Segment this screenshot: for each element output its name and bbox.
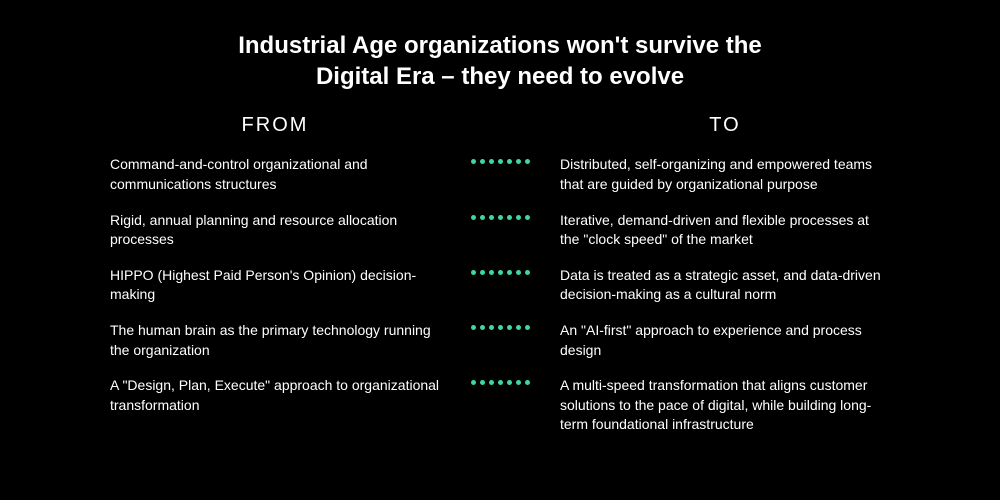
header-spacer [440,114,560,137]
divider-cell [440,376,560,385]
dot-icon [489,215,494,220]
dot-icon [480,215,485,220]
comparison-row: Command-and-control organizational and c… [110,155,890,194]
to-cell: An "AI-first" approach to experience and… [560,321,890,360]
dot-icon [507,270,512,275]
to-cell: Data is treated as a strategic asset, an… [560,266,890,305]
divider-cell [440,266,560,275]
divider-cell [440,155,560,164]
dot-icon [525,270,530,275]
dot-icon [525,325,530,330]
dot-icon [507,159,512,164]
dots-icon [471,215,530,220]
dot-icon [507,215,512,220]
dot-icon [525,215,530,220]
dot-icon [516,159,521,164]
from-cell: The human brain as the primary technolog… [110,321,440,360]
dot-icon [498,215,503,220]
from-cell: A "Design, Plan, Execute" approach to or… [110,376,440,415]
dot-icon [489,325,494,330]
comparison-rows: Command-and-control organizational and c… [110,155,890,451]
comparison-row: Rigid, annual planning and resource allo… [110,211,890,250]
to-cell: Distributed, self-organizing and empower… [560,155,890,194]
dot-icon [507,325,512,330]
comparison-row: The human brain as the primary technolog… [110,321,890,360]
from-cell: HIPPO (Highest Paid Person's Opinion) de… [110,266,440,305]
dot-icon [471,159,476,164]
comparison-row: HIPPO (Highest Paid Person's Opinion) de… [110,266,890,305]
dot-icon [471,215,476,220]
dots-icon [471,270,530,275]
dot-icon [516,380,521,385]
dot-icon [489,380,494,385]
dots-icon [471,380,530,385]
dot-icon [480,325,485,330]
slide-container: Industrial Age organizations won't survi… [0,0,1000,500]
dot-icon [471,325,476,330]
dot-icon [480,270,485,275]
dot-icon [498,380,503,385]
dot-icon [480,159,485,164]
to-cell: A multi-speed transformation that aligns… [560,376,890,435]
dots-icon [471,159,530,164]
from-cell: Command-and-control organizational and c… [110,155,440,194]
title-line-1: Industrial Age organizations won't survi… [110,30,890,61]
dot-icon [471,380,476,385]
from-cell: Rigid, annual planning and resource allo… [110,211,440,250]
dot-icon [516,215,521,220]
title-line-2: Digital Era – they need to evolve [110,61,890,92]
dot-icon [471,270,476,275]
dot-icon [498,325,503,330]
to-header: TO [560,114,890,137]
divider-cell [440,321,560,330]
page-title: Industrial Age organizations won't survi… [110,30,890,92]
dots-icon [471,325,530,330]
dot-icon [507,380,512,385]
dot-icon [525,159,530,164]
dot-icon [489,270,494,275]
dot-icon [498,270,503,275]
dot-icon [525,380,530,385]
column-headers: FROM TO [110,114,890,137]
dot-icon [498,159,503,164]
dot-icon [489,159,494,164]
to-cell: Iterative, demand-driven and flexible pr… [560,211,890,250]
from-header: FROM [110,114,440,137]
dot-icon [516,270,521,275]
dot-icon [480,380,485,385]
divider-cell [440,211,560,220]
dot-icon [516,325,521,330]
comparison-row: A "Design, Plan, Execute" approach to or… [110,376,890,435]
